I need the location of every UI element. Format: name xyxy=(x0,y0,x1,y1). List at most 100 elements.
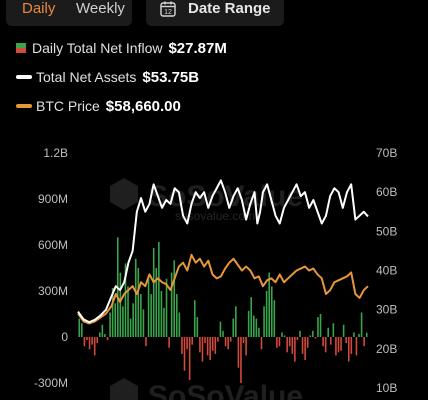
inflow-bar-positive xyxy=(312,330,314,337)
inflow-bar-negative xyxy=(240,337,242,383)
inflow-bar-positive xyxy=(155,268,158,337)
inflow-bar-negative xyxy=(286,337,288,353)
inflow-bar-negative xyxy=(237,337,240,368)
calendar-icon: 12 xyxy=(160,1,176,17)
inflow-bars xyxy=(78,237,368,383)
inflow-bar-positive xyxy=(268,272,270,337)
right-axis-tick-label: 40B xyxy=(376,264,397,278)
inflow-bar-positive xyxy=(158,241,160,337)
tab-weekly[interactable]: Weekly xyxy=(76,0,125,17)
inflow-bar-positive xyxy=(222,330,224,337)
inflow-bar-negative xyxy=(301,337,304,354)
inflow-bar-positive xyxy=(309,335,312,337)
line-swatch-icon xyxy=(16,104,32,108)
inflow-bar-positive xyxy=(258,327,260,337)
inflow-bar-negative xyxy=(350,337,353,354)
inflow-bar-positive xyxy=(111,287,114,337)
inflow-bar-positive xyxy=(281,332,283,337)
inflow-bar-negative xyxy=(183,337,186,371)
inflow-bar-positive xyxy=(109,312,111,337)
legend-item-btc-price[interactable]: BTC Price $58,660.00 xyxy=(16,96,181,116)
inflow-bar-positive xyxy=(317,317,319,337)
inflow-bar-negative xyxy=(242,337,245,344)
line-swatch-icon xyxy=(16,75,32,79)
inflow-bar-negative xyxy=(186,337,188,350)
inflow-bar-positive xyxy=(127,286,129,337)
inflow-bar-positive xyxy=(99,332,101,337)
inflow-bar-positive xyxy=(104,333,106,337)
legend-value-inflow: $27.87M xyxy=(168,39,227,57)
inflow-bar-negative xyxy=(304,337,306,360)
inflow-bar-positive xyxy=(342,324,345,337)
inflow-bar-negative xyxy=(329,337,332,345)
left-axis-tick-label: 900M xyxy=(38,192,68,206)
inflow-bar-positive xyxy=(163,307,165,337)
right-axis-tick-label: 10B xyxy=(376,381,397,395)
watermark-logo-icon xyxy=(110,378,138,400)
inflow-bar-positive xyxy=(137,268,140,337)
legend-label-btc-price: BTC Price xyxy=(36,98,100,114)
inflow-bar-positive xyxy=(232,318,235,337)
inflow-bar-negative xyxy=(245,337,247,356)
inflow-bar-negative xyxy=(229,337,232,342)
inflow-bar-negative xyxy=(181,337,183,354)
inflow-bar-positive xyxy=(170,272,173,337)
inflow-bar-negative xyxy=(363,337,365,347)
inflow-bar-positive xyxy=(152,248,155,337)
left-axis-tick-label: 1.2B xyxy=(43,146,68,160)
inflow-bar-negative xyxy=(260,337,263,350)
inflow-bar-positive xyxy=(196,317,199,337)
inflow-bar-negative xyxy=(188,337,191,380)
inflow-bar-negative xyxy=(191,337,193,345)
watermark-brand: SoSoValue xyxy=(148,380,303,400)
inflow-bar-positive xyxy=(255,318,258,337)
date-range-label: Date Range xyxy=(188,0,271,17)
inflow-bar-positive xyxy=(332,323,335,337)
left-axis-tick-label: -300M xyxy=(34,376,68,390)
interval-toggle: Daily Weekly xyxy=(6,0,132,26)
inflow-bar-negative xyxy=(91,337,93,345)
inflow-bar-negative xyxy=(345,337,347,344)
legend-item-assets[interactable]: Total Net Assets $53.75B xyxy=(16,67,199,87)
inflow-bar-positive xyxy=(147,278,150,337)
inflow-bar-negative xyxy=(106,337,109,341)
legend-value-assets: $53.75B xyxy=(142,68,200,86)
inflow-bar-positive xyxy=(119,272,122,337)
inflow-bar-positive xyxy=(78,318,81,337)
inflow-bar-positive xyxy=(129,318,132,337)
inflow-bar-negative xyxy=(217,337,219,342)
inflow-bar-negative xyxy=(86,337,88,341)
inflow-bar-positive xyxy=(81,323,83,337)
inflow-bar-negative xyxy=(324,337,327,353)
inflow-bar-positive xyxy=(263,306,265,337)
inflow-bar-negative xyxy=(214,337,217,354)
inflow-bar-positive xyxy=(283,335,286,337)
inflow-bar-negative xyxy=(204,337,206,344)
legend-label-inflow: Daily Total Net Inflow xyxy=(32,40,163,56)
date-range-button[interactable]: 12 Date Range xyxy=(146,0,284,26)
inflow-bar-positive xyxy=(178,312,181,337)
inflow-bar-negative xyxy=(347,337,350,362)
series-lines xyxy=(77,179,369,325)
left-axis: 1.2B 900M 600M 300M 0 -300M xyxy=(34,146,68,390)
right-axis-tick-label: 20B xyxy=(376,342,397,356)
inflow-bar-positive xyxy=(219,321,222,337)
inflow-bar-negative xyxy=(93,337,96,356)
tab-daily[interactable]: Daily xyxy=(22,0,56,17)
inflow-bar-negative xyxy=(306,337,309,348)
legend-label-assets: Total Net Assets xyxy=(36,69,137,85)
left-axis-tick-label: 600M xyxy=(38,238,68,252)
inflow-bar-positive xyxy=(165,278,168,337)
inflow-bar-positive xyxy=(235,306,237,337)
inflow-bar-positive xyxy=(247,310,250,337)
watermark-logo-icon xyxy=(110,178,138,210)
inflow-bar-negative xyxy=(276,337,278,348)
inflow-bar-positive xyxy=(270,286,273,337)
inflow-bar-negative xyxy=(355,337,358,356)
right-axis-tick-label: 60B xyxy=(376,185,397,199)
inflow-bar-positive xyxy=(299,330,301,337)
right-axis-tick-label: 50B xyxy=(376,224,397,238)
legend-item-inflow[interactable]: Daily Total Net Inflow $27.87M xyxy=(16,38,227,58)
inflow-bar-negative xyxy=(337,337,340,353)
